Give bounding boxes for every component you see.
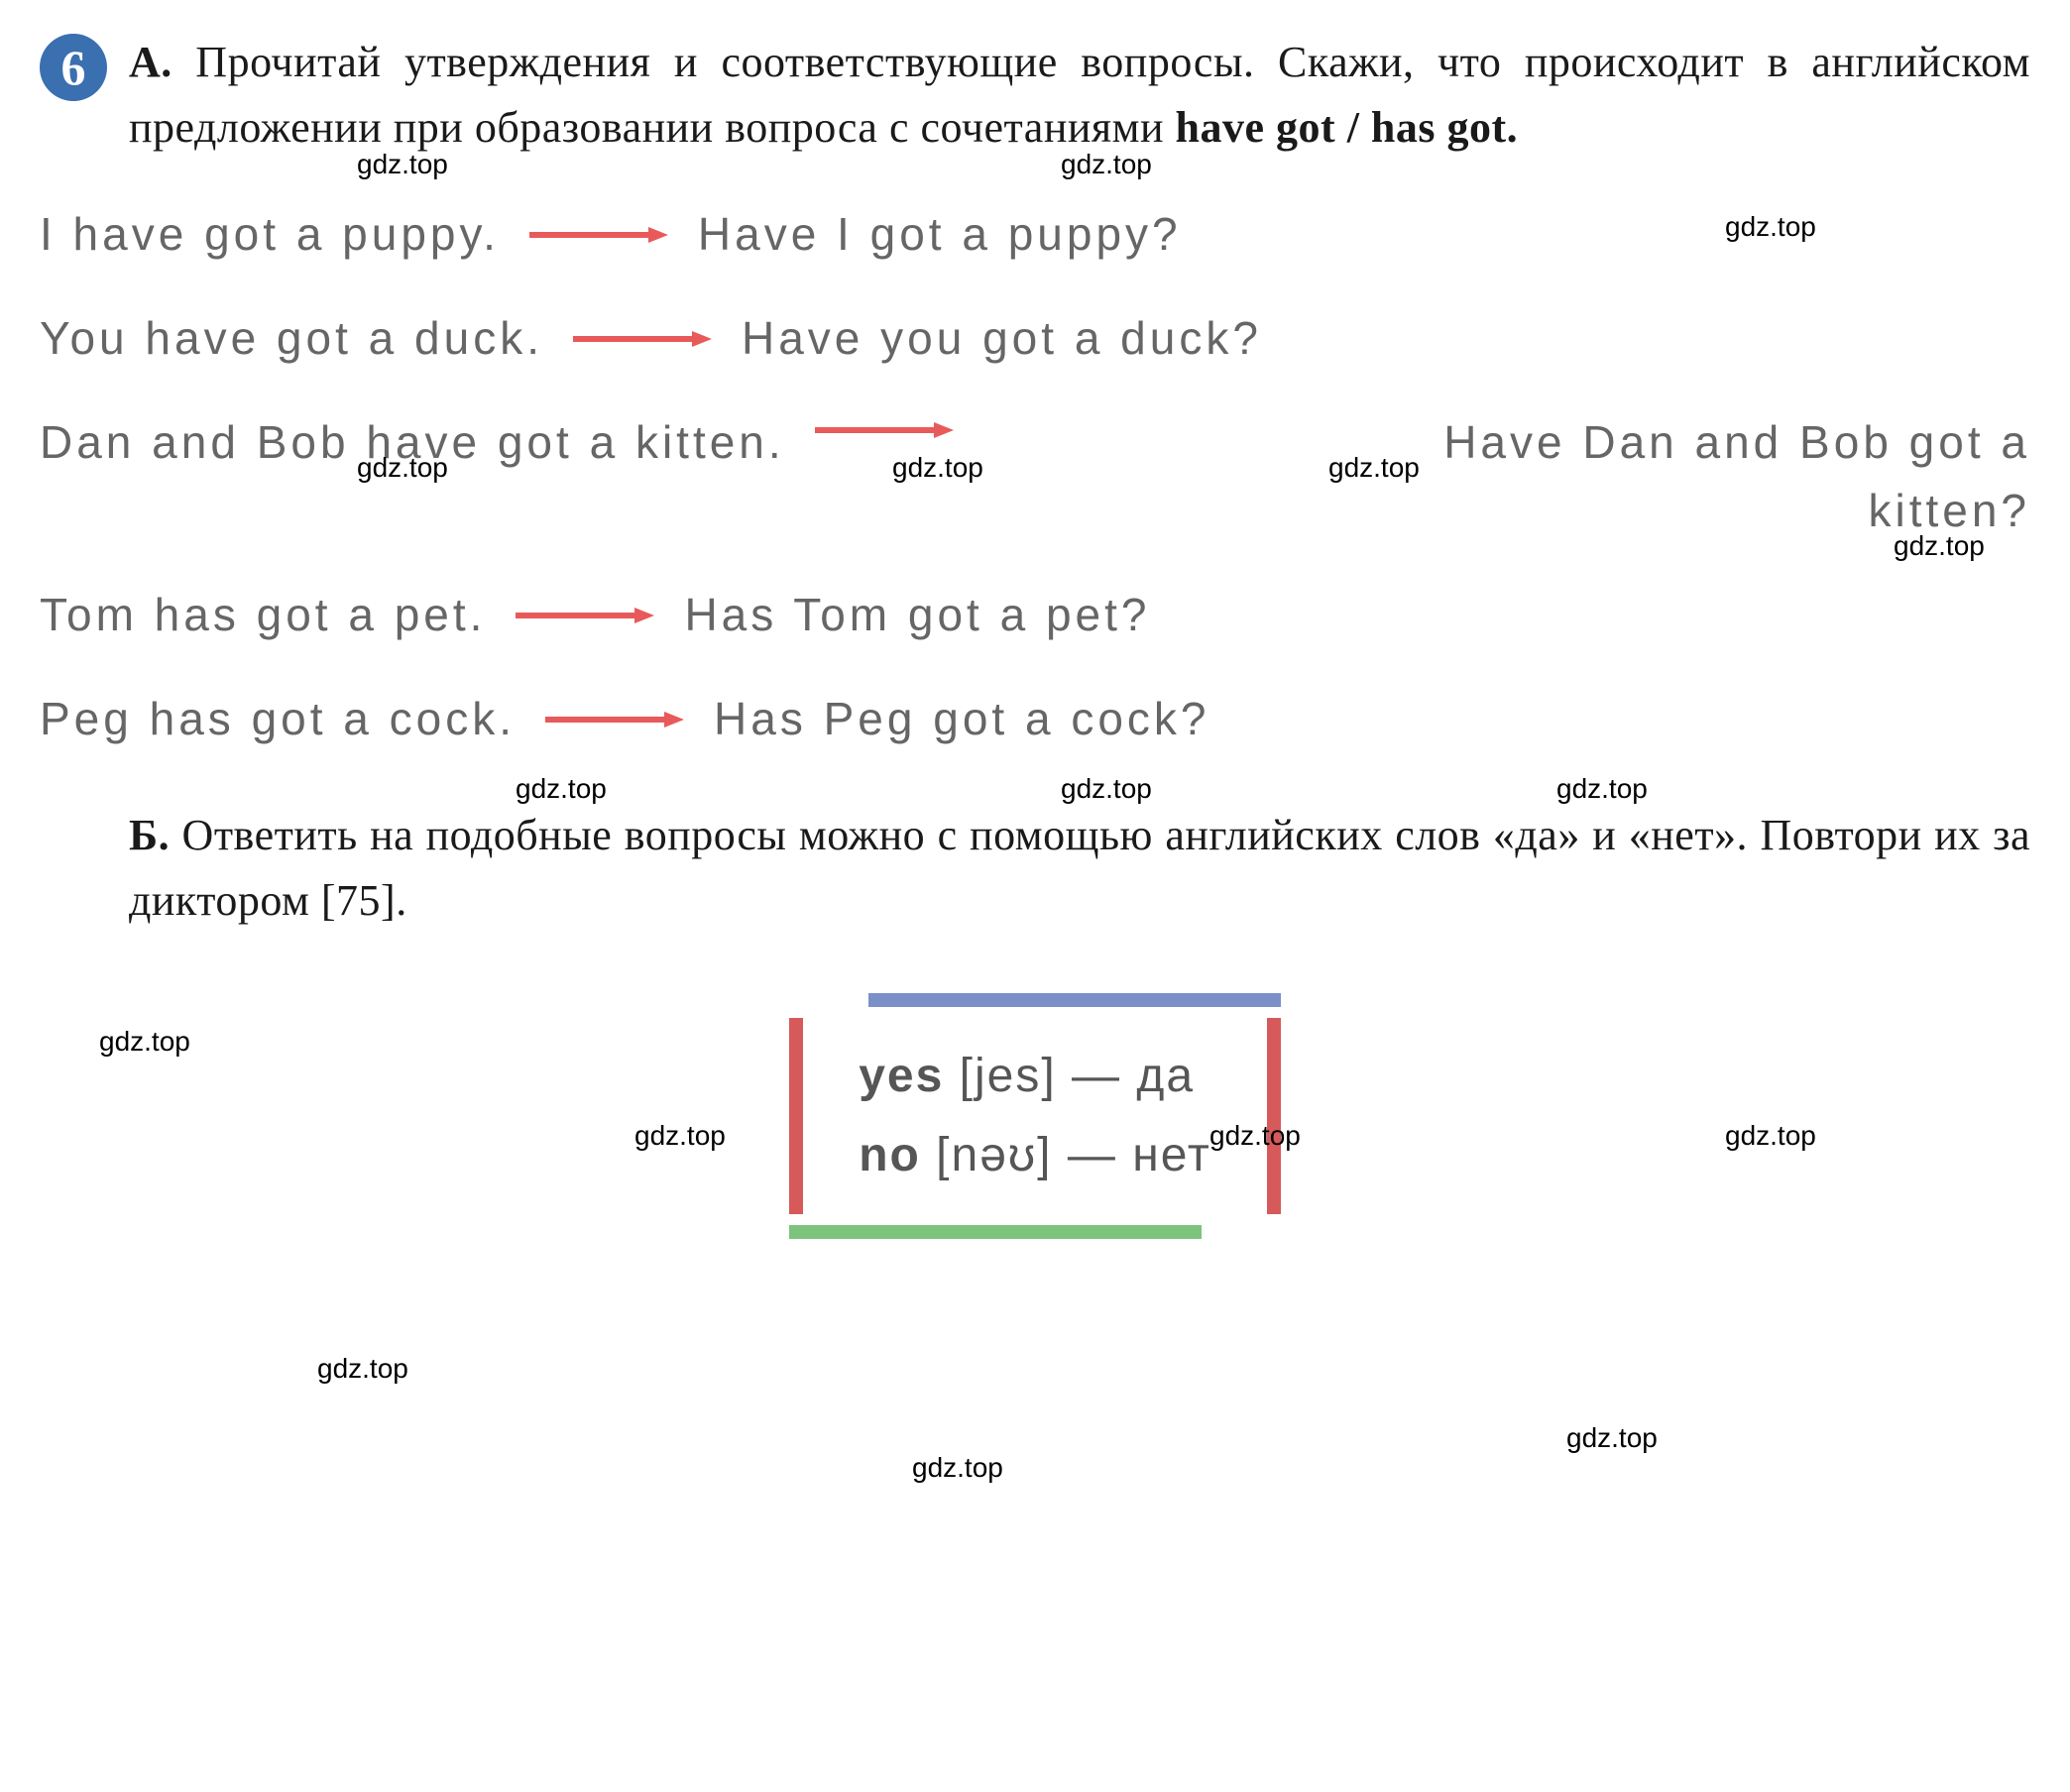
instruction-a-letter: А. bbox=[129, 38, 172, 86]
instruction-b-letter: Б. bbox=[129, 811, 170, 859]
arrow-icon bbox=[815, 420, 954, 440]
arrow-icon bbox=[529, 225, 668, 245]
vocab-translation: нет bbox=[1132, 1129, 1211, 1181]
watermark-text: gdz.top bbox=[1566, 1417, 1658, 1459]
example-question: Have I got a puppy? bbox=[698, 200, 1182, 269]
exercise-number-badge: 6 bbox=[40, 34, 107, 101]
example-statement: I have got a puppy. bbox=[40, 200, 500, 269]
frame-border-bottom bbox=[789, 1225, 1202, 1239]
example-statement: Dan and Bob have got a kitten. bbox=[40, 408, 785, 477]
vocab-word: yes bbox=[859, 1050, 944, 1102]
example-statement: Tom has got a pet. bbox=[40, 581, 486, 649]
arrow-icon bbox=[545, 710, 684, 729]
vocab-dash: — bbox=[1068, 1129, 1117, 1181]
frame-border-top bbox=[868, 993, 1281, 1007]
arrow-icon bbox=[516, 606, 654, 625]
example-row: Tom has got a pet. Has Tom got a pet? bbox=[40, 581, 2030, 649]
exercise-content: А. Прочитай утверждения и соответствующи… bbox=[129, 30, 2030, 1239]
frame-border-left bbox=[789, 1018, 803, 1214]
example-statement: Peg has got a cock. bbox=[40, 685, 516, 753]
vocab-line: yes [jes] — да bbox=[859, 1041, 1211, 1112]
vocab-word: no bbox=[859, 1129, 921, 1181]
vocab-translation: да bbox=[1136, 1050, 1195, 1102]
example-row: Dan and Bob have got a kitten. Have Dan … bbox=[40, 408, 2030, 545]
arrow-icon bbox=[573, 329, 712, 349]
instruction-b-text: Ответить на подобные вопросы можно с пом… bbox=[129, 811, 2030, 925]
vocab-box: yes [jes] — да no [nəʊ] — нет bbox=[40, 993, 2030, 1239]
example-statement: You have got a duck. bbox=[40, 304, 543, 373]
example-question: Have Dan and Bob got a kitten? bbox=[1317, 408, 2030, 545]
vocab-line: no [nəʊ] — нет bbox=[859, 1120, 1211, 1191]
watermark-text: gdz.top bbox=[317, 1348, 408, 1390]
example-question: Has Tom got a pet? bbox=[684, 581, 1150, 649]
frame-border-right bbox=[1267, 1018, 1281, 1214]
vocab-ipa: [nəʊ] bbox=[936, 1129, 1052, 1181]
instruction-b: Б. Ответить на подобные вопросы можно с … bbox=[129, 803, 2030, 934]
example-question: Has Peg got a cock? bbox=[714, 685, 1209, 753]
instruction-a-text: Прочитай утверждения и соответствующие в… bbox=[129, 38, 2030, 152]
vocab-ipa: [jes] bbox=[960, 1050, 1057, 1102]
vocab-dash: — bbox=[1072, 1050, 1121, 1102]
examples-block: I have got a puppy. Have I got a puppy? … bbox=[40, 200, 2030, 753]
instruction-a: А. Прочитай утверждения и соответствующи… bbox=[129, 30, 2030, 161]
example-row: Peg has got a cock. Has Peg got a cock? bbox=[40, 685, 2030, 753]
exercise-wrapper: 6 А. Прочитай утверждения и соответствую… bbox=[40, 30, 2030, 1239]
instruction-a-bold: have got / has got. bbox=[1176, 103, 1519, 152]
vocab-frame: yes [jes] — да no [nəʊ] — нет bbox=[789, 993, 1281, 1239]
example-question: Have you got a duck? bbox=[742, 304, 1262, 373]
exercise-number: 6 bbox=[61, 31, 86, 105]
example-row: I have got a puppy. Have I got a puppy? bbox=[40, 200, 2030, 269]
example-row: You have got a duck. Have you got a duck… bbox=[40, 304, 2030, 373]
watermark-text: gdz.top bbox=[912, 1447, 1003, 1489]
page-content: 6 А. Прочитай утверждения и соответствую… bbox=[40, 30, 2030, 1239]
